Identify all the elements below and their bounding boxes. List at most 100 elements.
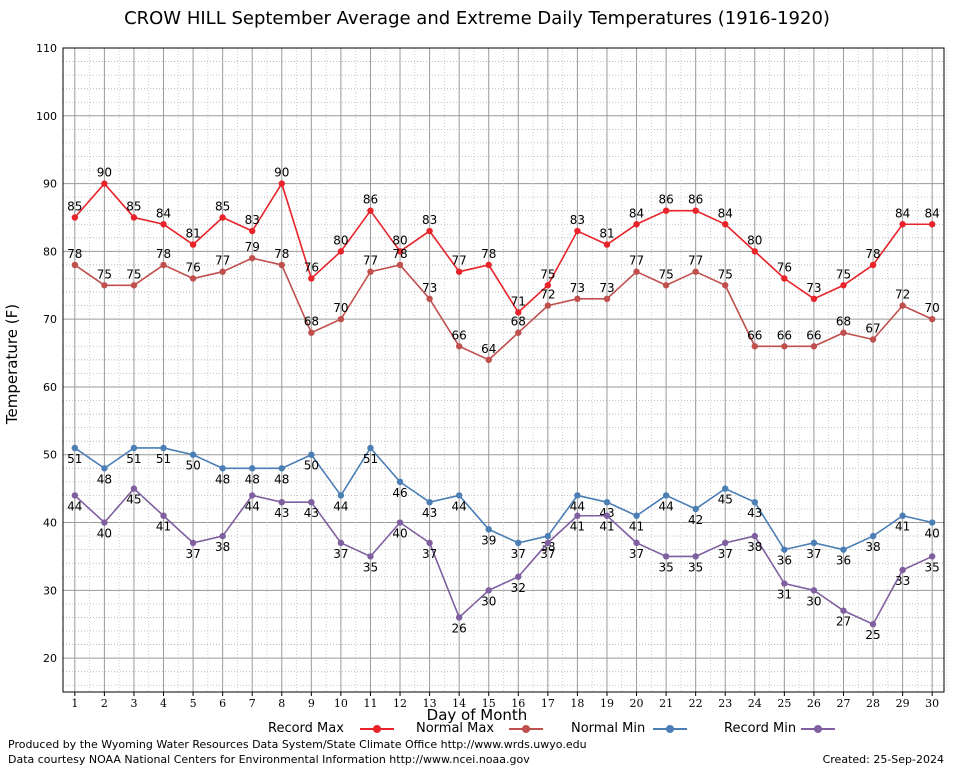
record-min-point [426,539,433,547]
record-min-point [722,539,729,547]
record-max-point [71,214,79,221]
normal-min-point [869,532,877,540]
normal-min-data-label: 50 [185,459,200,473]
legend-normal-min: Normal Min [571,721,645,736]
record-max-data-label: 78 [481,247,496,261]
record-max-data-label: 73 [806,281,821,295]
normal-max-point [928,315,936,323]
normal-min-point [485,526,492,533]
normal-min-point [130,444,138,452]
normal-max-data-label: 78 [67,247,82,261]
record-max-data-label: 83 [422,213,437,227]
record-max-data-label: 83 [570,213,585,227]
record-max-point [455,268,463,275]
record-min-data-label: 37 [718,547,733,561]
record-min-point [840,607,847,614]
normal-max-data-label: 66 [452,328,467,342]
normal-min-data-label: 44 [333,499,348,513]
record-min-data-label: 41 [570,520,585,534]
normal-min-data-label: 51 [156,452,171,466]
legend-marker-normal-max [522,725,530,733]
normal-max-data-label: 77 [215,254,230,268]
record-min-point [189,539,197,547]
record-max-data-label: 80 [333,233,348,247]
x-tick-label: 24 [748,697,762,710]
record-max-data-label: 90 [274,166,289,180]
record-max-point [810,295,818,303]
record-min-point [544,539,552,547]
record-min-point [367,553,374,560]
record-max-data-label: 76 [304,260,319,274]
normal-min-point [692,505,699,513]
normal-min-data-label: 50 [304,459,319,473]
y-tick-label: 80 [43,245,57,258]
x-tick-label: 5 [190,697,197,710]
record-min-data-label: 30 [481,594,496,608]
normal-min-point [603,498,611,506]
x-tick-label: 26 [807,697,821,710]
legend: Record Max Normal Max Normal Min Record … [0,721,954,739]
record-min-data-label: 25 [865,628,880,642]
record-min-point [71,492,79,499]
normal-min-data-label: 37 [806,547,821,561]
normal-min-data-label: 41 [895,520,910,534]
legend-label-record-max: Record Max [268,721,344,736]
record-max-data-label: 77 [452,254,467,268]
record-min-line [74,487,933,626]
record-min-data-label: 27 [836,615,851,629]
record-min-point [692,553,699,560]
x-tick-label: 22 [689,697,703,710]
normal-max-point [160,261,167,269]
record-min-data-label: 37 [422,547,437,561]
record-max-data-label: 76 [777,260,792,274]
normal-max-data-label: 77 [629,254,644,268]
normal-max-data-label: 72 [540,288,555,302]
normal-max-data-label: 64 [481,342,496,356]
normal-max-point [544,302,552,309]
x-tick-label: 2 [101,697,108,710]
record-max-point [130,214,138,221]
y-axis-label: Temperature (F) [3,303,21,425]
normal-max-data-label: 67 [865,321,880,335]
x-tick-label: 11 [363,697,377,710]
x-tick-label: 19 [600,697,614,710]
normal-max-point [249,254,256,262]
normal-min-point [662,492,670,499]
record-max-data-label: 80 [392,233,407,247]
record-max-point [722,221,729,228]
normal-min-data-label: 48 [274,472,289,486]
normal-max-data-label: 75 [718,267,733,281]
series: 85 90 85 84 81 85 83 90 76 80 86 80 83 77 78 71 75 83 81 84… [67,166,940,643]
record-min-point [662,553,670,560]
normal-max-point [337,315,345,323]
normal-min-data-label: 38 [865,540,880,554]
normal-min-point [928,519,936,526]
record-max-point [219,214,226,221]
record-max-data-label: 85 [215,199,230,213]
y-tick-label: 110 [36,42,57,55]
record-max-point [337,248,345,255]
record-min-data-label: 32 [511,581,526,595]
credit-producer: Produced by the Wyoming Water Resources … [8,738,587,751]
record-min-data-label: 37 [540,547,555,561]
record-min-point [455,614,463,621]
record-min-data-label: 30 [806,594,821,608]
legend-marker-normal-min [666,725,674,733]
record-min-data-label: 41 [156,520,171,534]
record-min-data-label: 45 [126,493,141,507]
x-tick-label: 15 [482,697,496,710]
normal-max-line [74,257,933,361]
record-min-point [869,621,877,628]
x-tick-label: 21 [659,697,673,710]
record-min-data-label: 31 [777,588,792,602]
normal-min-point [278,465,285,472]
record-min-data-label: 44 [245,499,260,513]
record-max-data-label: 86 [658,193,673,207]
record-min-data-label: 35 [363,560,378,574]
normal-min-data-label: 44 [658,499,673,513]
record-max-point [662,207,670,214]
record-max-point [544,282,552,289]
record-max-data-label: 84 [718,206,733,220]
normal-max-point [781,343,788,350]
normal-max-data-label: 72 [895,288,910,302]
